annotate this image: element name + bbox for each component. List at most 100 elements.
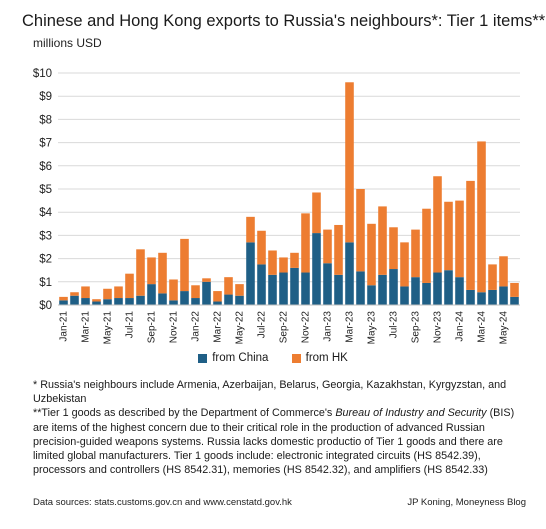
y-tick-label: $6 (39, 161, 52, 173)
x-tick-label: Jan-22 (191, 311, 202, 342)
bar-china (510, 296, 519, 305)
bar-hk (81, 286, 90, 299)
x-tick-label: Jan-24 (455, 311, 466, 342)
chart-legend: from China from HK (0, 352, 546, 366)
y-tick-label: $4 (39, 207, 52, 219)
bar-hk (367, 223, 376, 286)
bar-hk (92, 299, 101, 302)
bar-china (246, 242, 255, 305)
bar-china (444, 270, 453, 305)
bar-china (213, 301, 222, 305)
bar-china (290, 267, 299, 305)
bar-hk (433, 176, 442, 273)
bar-china (477, 292, 486, 305)
bar-hk (301, 213, 310, 273)
bar-china (433, 272, 442, 305)
y-tick-label: $3 (39, 230, 52, 242)
bar-china (312, 233, 321, 305)
x-tick-label: May-22 (235, 311, 246, 345)
x-tick-label: Nov-22 (301, 311, 312, 344)
y-tick-label: $2 (39, 254, 52, 266)
bar-china (202, 281, 211, 305)
bar-hk (279, 257, 288, 273)
bar-hk (103, 288, 112, 300)
bar-hk (312, 192, 321, 234)
bar-china (334, 274, 343, 305)
bar-china (268, 274, 277, 305)
data-sources: Data sources: stats.customs.gov.cn and w… (33, 497, 292, 508)
bar-hk (510, 282, 519, 297)
x-tick-label: Jan-21 (59, 311, 70, 342)
bar-china (147, 284, 156, 305)
bar-china (389, 269, 398, 305)
y-axis-unit-label: millions USD (33, 36, 102, 50)
x-tick-label: May-24 (499, 311, 510, 345)
y-tick-label: $1 (39, 277, 52, 289)
x-tick-label: Sep-21 (147, 311, 158, 344)
legend-label-hk: from HK (305, 352, 348, 364)
bar-hk (477, 141, 486, 293)
bar-hk (400, 242, 409, 287)
bar-china (257, 264, 266, 305)
bar-hk (202, 278, 211, 282)
x-tick-label: Nov-23 (433, 311, 444, 344)
chart-title: Chinese and Hong Kong exports to Russia'… (22, 12, 546, 30)
bar-china (422, 282, 431, 305)
x-tick-label: Sep-22 (279, 311, 290, 344)
bar-hk (378, 206, 387, 275)
footnotes: * Russia's neighbours include Armenia, A… (33, 378, 523, 477)
legend-label-china: from China (212, 352, 269, 364)
bar-hk (268, 250, 277, 275)
bar-hk (356, 189, 365, 272)
x-tick-label: Mar-21 (81, 311, 92, 343)
bar-hk (411, 229, 420, 278)
bar-china (114, 298, 123, 305)
x-tick-label: May-21 (103, 311, 114, 345)
x-tick-label: Jul-23 (389, 311, 400, 339)
y-tick-label: $9 (39, 91, 52, 103)
legend-item-china: from China (198, 352, 268, 364)
y-tick-label: $8 (39, 114, 52, 126)
bar-hk (224, 277, 233, 295)
bar-china (345, 242, 354, 305)
bar-hk (213, 291, 222, 302)
legend-swatch-china (198, 353, 208, 363)
x-tick-label: Jul-22 (257, 311, 268, 339)
bar-china (411, 277, 420, 305)
x-tick-label: Sep-23 (411, 311, 422, 344)
bar-china (279, 272, 288, 305)
bar-hk (290, 252, 299, 268)
footnote-tier1: **Tier 1 goods as described by the Depar… (33, 407, 515, 477)
bar-hk (180, 238, 189, 292)
bar-china (488, 289, 497, 305)
bar-china (158, 293, 167, 305)
bar-china (356, 271, 365, 305)
bar-china (169, 300, 178, 305)
bar-china (81, 298, 90, 305)
bar-hk (455, 200, 464, 278)
x-tick-label: Mar-24 (477, 311, 488, 343)
y-tick-label: $10 (33, 68, 52, 80)
bar-china (59, 300, 68, 305)
bar-china (224, 294, 233, 305)
x-tick-label: Jan-23 (323, 311, 334, 342)
x-tick-label: Nov-21 (169, 311, 180, 344)
bar-china (92, 301, 101, 305)
legend-swatch-hk (291, 353, 301, 363)
bar-china (103, 299, 112, 305)
footnote-neighbours: * Russia's neighbours include Armenia, A… (33, 379, 507, 406)
bar-hk (59, 296, 68, 301)
bar-china (136, 295, 145, 305)
x-tick-label: May-23 (367, 311, 378, 345)
bar-hk (257, 230, 266, 265)
x-tick-label: Jul-21 (125, 311, 136, 339)
bar-hk (114, 286, 123, 299)
stacked-bar-chart: $0 $1 $2 $3 $4 $5 $6 $7 $8 $9 $10 Jan-21 Mar-21 May-2… (33, 68, 520, 345)
bar-china (499, 286, 508, 305)
bar-hk (191, 285, 200, 299)
bar-china (191, 298, 200, 305)
bar-china (400, 286, 409, 305)
bar-china (180, 291, 189, 305)
y-tick-label: $0 (39, 300, 52, 312)
bar-hk (125, 273, 134, 299)
